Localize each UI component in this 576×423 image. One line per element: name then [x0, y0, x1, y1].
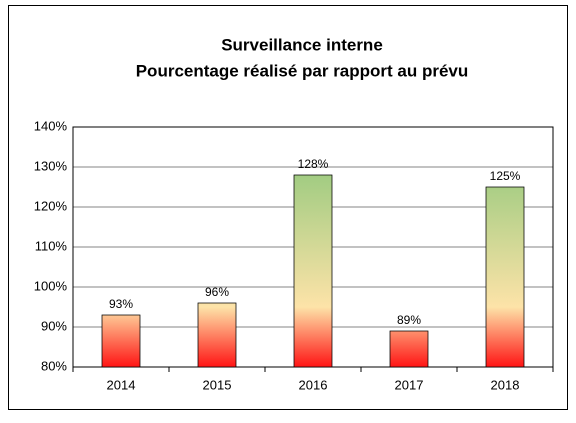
y-tick-label: 130%	[34, 158, 68, 173]
bar	[389, 330, 429, 368]
x-tick-label: 2017	[395, 377, 424, 392]
x-tick-label: 2018	[491, 377, 520, 392]
bar	[101, 314, 141, 368]
x-tick-label: 2016	[299, 377, 328, 392]
bar	[293, 174, 333, 368]
bar	[197, 302, 237, 368]
y-tick-label: 140%	[34, 118, 68, 133]
bar	[485, 186, 525, 368]
y-tick-label: 100%	[34, 278, 68, 293]
x-tick-label: 2014	[107, 377, 136, 392]
y-tick-label: 120%	[34, 198, 68, 213]
data-label: 89%	[397, 313, 421, 327]
data-label: 96%	[205, 285, 229, 299]
y-tick-label: 90%	[41, 318, 67, 333]
x-tick-label: 2015	[203, 377, 232, 392]
data-label: 128%	[298, 157, 329, 171]
data-label: 93%	[109, 297, 133, 311]
y-tick-label: 80%	[41, 358, 67, 373]
data-label: 125%	[490, 169, 521, 183]
chart-frame	[8, 5, 568, 410]
chart-title: Surveillance interne	[221, 35, 383, 54]
y-tick-label: 110%	[35, 238, 68, 253]
chart-subtitle: Pourcentage réalisé par rapport au prévu	[136, 61, 469, 80]
